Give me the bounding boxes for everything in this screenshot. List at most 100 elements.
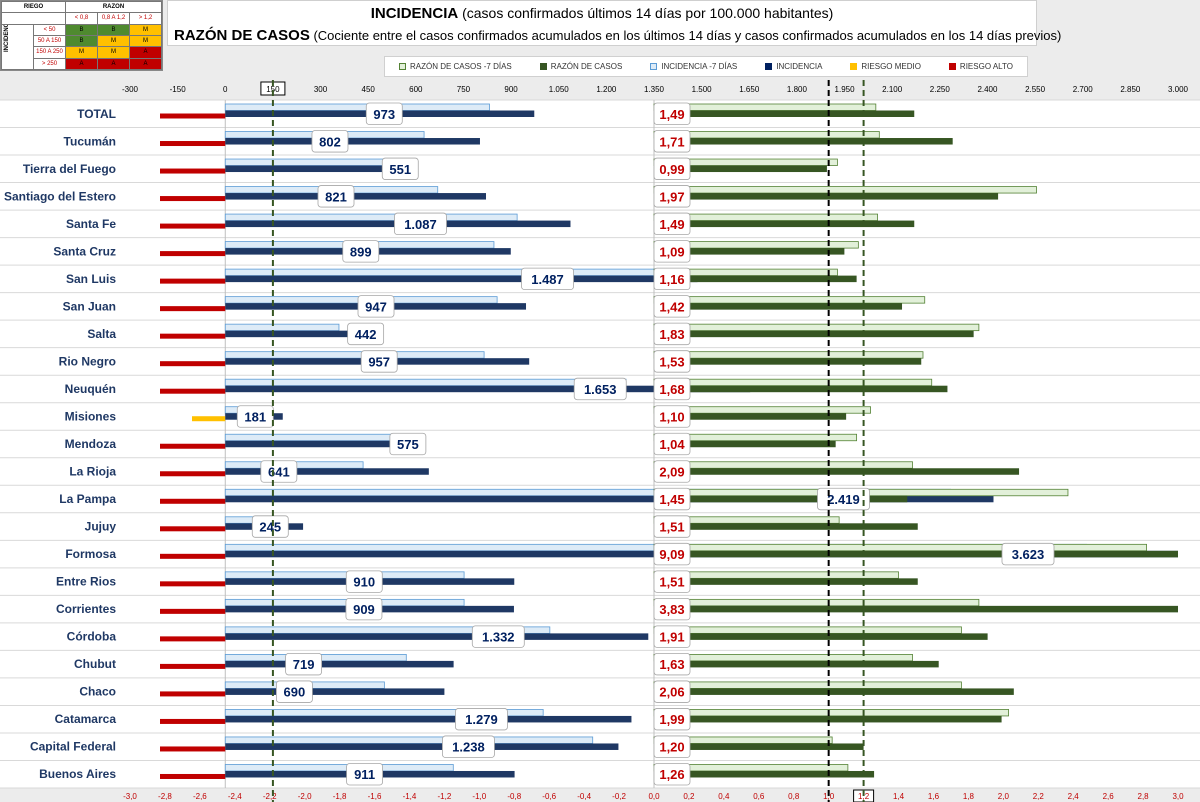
bottom-axis-tick-label: 0,0 (648, 792, 660, 801)
bottom-axis-tick-label: -0,6 (542, 792, 556, 801)
razon-bar (654, 138, 953, 145)
incidencia-data-label-box (1001, 542, 1055, 566)
razon-data-label: 1,49 (659, 217, 684, 232)
razon-bar (654, 303, 903, 310)
incidencia-data-label-box (345, 570, 383, 593)
risk-bar (160, 471, 226, 477)
razon-bar (654, 193, 999, 200)
incidencia-data-label-box (442, 735, 495, 758)
incidencia-prev-bar (224, 598, 465, 607)
matrix-cell: M (97, 46, 130, 59)
razon-data-label-box (653, 542, 691, 566)
razon-bar (654, 440, 836, 448)
incidencia-data-label-box (342, 240, 380, 263)
matrix-cell: M (129, 23, 162, 36)
incidencia-data-label: 551 (389, 162, 411, 177)
razon-bar (654, 220, 915, 228)
incidencia-data-label: 910 (353, 575, 375, 590)
province-label: Tucumán (64, 134, 116, 148)
razon-bar (654, 605, 1178, 613)
bottom-axis-tick-label: 1,2 (858, 792, 870, 801)
risk-bar (160, 608, 226, 614)
risk-bar (160, 278, 226, 284)
legend-swatch (850, 63, 858, 70)
province-label: TOTAL (77, 107, 116, 121)
province-label: Salta (87, 327, 116, 341)
legend-item: INCIDENCIA (765, 62, 822, 71)
incidencia-data-label-box (346, 763, 383, 786)
incidencia-data-label-box (521, 267, 574, 291)
razon-data-label-box (653, 377, 691, 401)
top-axis-tick-label: 150 (266, 85, 280, 94)
legend-item: RAZÓN DE CASOS (539, 62, 622, 71)
matrix-cell: A (129, 57, 162, 71)
incidencia-data-label: 181 (244, 409, 266, 424)
legend-item: RAZÓN DE CASOS -7 DÍAS (398, 62, 512, 71)
incidencia-prev-bar (224, 323, 340, 332)
province-label: Tierra del Fuego (23, 162, 116, 176)
top-axis-tick-label: -300 (122, 85, 139, 94)
razon-data-label-box (653, 157, 691, 180)
bottom-axis-tick-label: 2,6 (1103, 792, 1115, 801)
bottom-axis-tick-label: 3,0 (1172, 792, 1184, 801)
razon-data-label: 1,63 (659, 657, 684, 672)
matrix-cell: B (97, 23, 130, 36)
incidencia-data-label: 909 (353, 602, 375, 617)
top-axis-tick-label: 1.800 (787, 85, 808, 94)
bottom-axis-tick-label: 2,4 (1068, 792, 1080, 801)
razon-data-label: 1,68 (659, 382, 684, 397)
incidencia-data-label: 1.653 (584, 382, 617, 397)
risk-bar (160, 443, 226, 449)
top-axis-tick-label: 1.500 (692, 85, 713, 94)
bottom-axis-tick-label: -2,8 (158, 792, 172, 801)
razon-data-label: 1,91 (659, 630, 684, 645)
incidencia-data-label-box (236, 405, 274, 428)
razon-data-label: 1,45 (659, 492, 684, 507)
razon-data-label-box (653, 653, 691, 676)
bottom-axis-tick-label: 0,6 (753, 792, 765, 801)
matrix-razon-col-1: 0,8 A 1,2 (97, 12, 130, 25)
incidencia-data-label: 899 (350, 244, 372, 259)
razon-data-label: 1,51 (659, 575, 684, 590)
incidencia-data-label: 1.332 (482, 630, 515, 645)
bottom-axis-tick-label: 1,4 (893, 792, 905, 801)
incidencia-data-label: 2.419 (827, 492, 860, 507)
risk-bar (160, 553, 226, 559)
incidencia-data-label-box (394, 212, 447, 236)
incidencia-data-label-box (389, 432, 427, 456)
razon-bar (654, 578, 918, 585)
incidencia-bar (225, 633, 649, 640)
province-label: Córdoba (67, 630, 117, 644)
bottom-axis-tick-label: 2,8 (1138, 792, 1150, 801)
legend-item: RIESGO ALTO (948, 62, 1013, 71)
legend-swatch (765, 63, 773, 70)
bottom-axis-tick-label: -0,2 (612, 792, 626, 801)
bottom-axis-tick-label: 0,8 (788, 792, 800, 801)
razon-data-label: 3,83 (659, 602, 684, 617)
bottom-axis-tick-label: -1,4 (403, 792, 417, 801)
bottom-axis-tick-label: 0,4 (718, 792, 730, 801)
razon-prev-bar (653, 654, 913, 662)
risk-bar (160, 168, 226, 174)
top-axis-tick-label: 600 (409, 85, 423, 94)
razon-prev-bar (653, 351, 924, 359)
matrix-riego-header: RIEGO (1, 0, 66, 14)
razon-data-label-box (653, 570, 691, 593)
matrix-cell: M (65, 46, 98, 59)
bottom-axis-tick-label: -1,0 (472, 792, 486, 801)
matrix-row-label-0: < 50 (33, 23, 66, 36)
razon-data-label-box (653, 295, 691, 318)
incidencia-prev-bar (224, 351, 485, 359)
razon-bar (654, 550, 1178, 558)
razon-bar (654, 633, 988, 640)
matrix-razon-col-2: > 1,2 (129, 12, 162, 25)
incidencia-bar (225, 660, 454, 668)
razon-data-label-box (653, 487, 691, 511)
razon-bar (654, 413, 847, 420)
incidencia-data-label: 973 (373, 107, 395, 122)
top-axis-tick-label: 1.350 (644, 85, 665, 94)
matrix-razon-header: RAZON (65, 0, 162, 14)
top-axis-tick-label: 2.550 (1025, 85, 1046, 94)
razon-prev-bar (653, 186, 1037, 194)
matrix-corner (1, 12, 66, 25)
